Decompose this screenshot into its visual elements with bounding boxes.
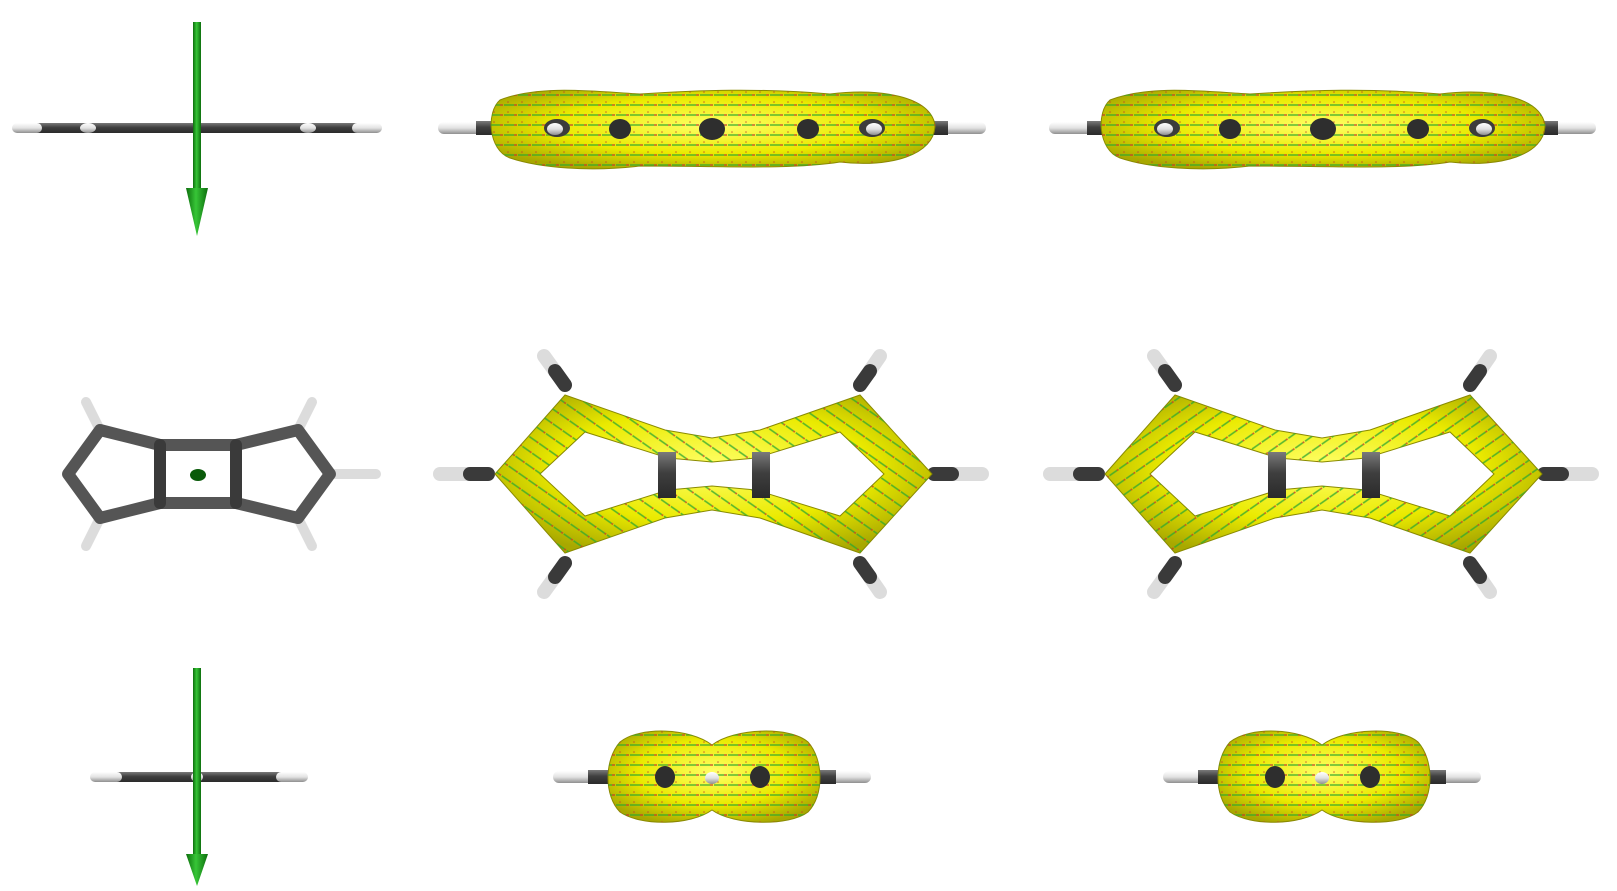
panel-end-view-isosurface-a (553, 730, 871, 823)
bridge-bond (1268, 452, 1286, 498)
ring-center-marker (190, 469, 206, 481)
induced-current-vectors (1105, 395, 1542, 553)
atom-hole (797, 119, 819, 139)
atom-hole (655, 766, 675, 788)
panel-side-view-isosurface-a (438, 89, 986, 170)
hydrogen-atom (705, 772, 719, 784)
hydrogen-atom (438, 122, 488, 134)
hydrogen-atom (12, 123, 42, 133)
panel-end-view-molecule (90, 668, 308, 886)
hydrogen-atom (1049, 122, 1099, 134)
hydrogen-atom (90, 772, 122, 782)
carbon-bond (588, 770, 610, 784)
hydrogen-atom (936, 122, 986, 134)
atom-hole (1310, 118, 1336, 140)
hydrogen-atom (80, 123, 96, 133)
panel-top-view-isosurface-b (1043, 349, 1599, 599)
hydrogen-atom (1163, 771, 1207, 783)
carbon-bond (1198, 770, 1220, 784)
magnetic-field-arrow (186, 668, 208, 886)
hydrogen-atom (547, 123, 563, 135)
bridge-bond (752, 452, 770, 498)
hydrogen-atom (553, 771, 597, 783)
hydrogen-atom (1157, 123, 1173, 135)
hydrogen-atom (276, 772, 308, 782)
hydrogen-atom (300, 123, 316, 133)
carbon-stubs (463, 364, 959, 584)
atom-hole (1265, 766, 1285, 788)
arrow-shaft (193, 668, 201, 858)
atom-hole (750, 766, 770, 788)
induced-current-vectors (495, 395, 932, 553)
atom-hole (1407, 119, 1429, 139)
atom-hole (1219, 119, 1241, 139)
arrow-shaft (193, 22, 201, 192)
panel-side-view-isosurface-b (1049, 89, 1596, 170)
carbon-stubs (1073, 364, 1569, 584)
panel-top-view-molecule (17, 397, 381, 551)
panel-end-view-isosurface-b (1163, 730, 1481, 823)
hydrogen-atom (1437, 771, 1481, 783)
atom-hole (1360, 766, 1380, 788)
hydrogen-atom (866, 123, 882, 135)
bridge-bond (658, 452, 676, 498)
hydrogen-atom (1476, 123, 1492, 135)
hydrogen-atom (352, 123, 382, 133)
arrow-head (186, 188, 208, 236)
carbon-skeleton (62, 424, 242, 524)
atom-hole (609, 119, 631, 139)
atom-hole (699, 118, 725, 140)
bridge-bond (1362, 452, 1380, 498)
magnetic-field-arrow (186, 22, 208, 236)
hydrogen-atom (827, 771, 871, 783)
hydrogen-atom (1315, 772, 1329, 784)
hydrogen-atom (1546, 122, 1596, 134)
panel-top-view-isosurface-a (433, 349, 989, 599)
carbon-skeleton (230, 424, 336, 524)
panel-side-view-molecule (12, 22, 382, 236)
arrow-head (186, 854, 208, 886)
